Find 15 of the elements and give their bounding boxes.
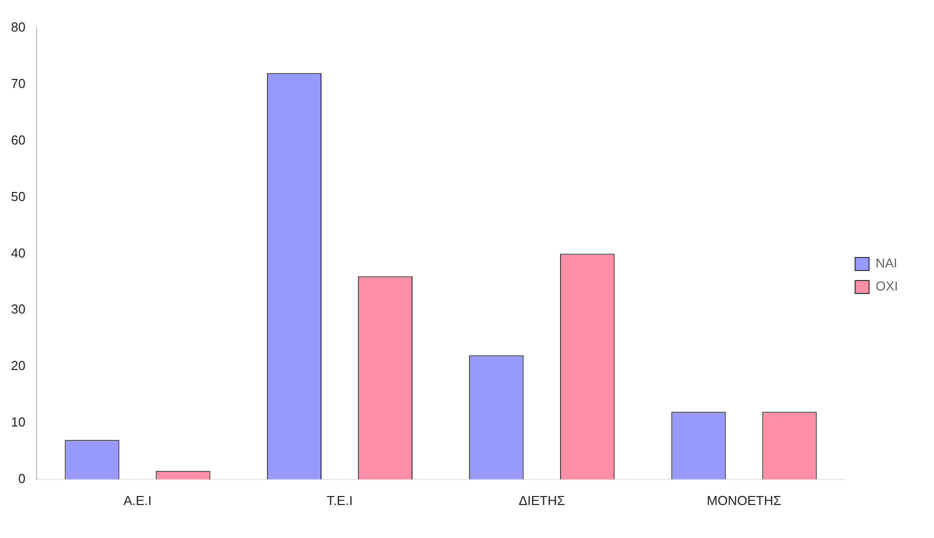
y-tick-label: 50 — [10, 188, 26, 204]
y-tick-label: 20 — [10, 358, 26, 374]
y-tick-label: 30 — [10, 302, 26, 317]
x-tick-label: Τ.Ε.Ι — [326, 492, 353, 508]
x-tick-label: Α.Ε.Ι — [123, 492, 152, 508]
legend-label: ΝΑΙ — [876, 256, 898, 271]
x-tick-label: ΜΟΝΟΕΤΗΣ — [706, 492, 782, 508]
y-tick-label: 40 — [10, 245, 26, 260]
y-tick-label: 70 — [10, 76, 26, 92]
x-tick-label: ΔΙΕΤΗΣ — [518, 492, 566, 508]
y-tick-label: 0 — [18, 470, 26, 486]
y-tick-label: 80 — [10, 20, 26, 35]
legend-label: ΟΧΙ — [876, 278, 898, 294]
y-tick-label: 60 — [10, 132, 26, 148]
y-tick-label: 10 — [10, 414, 26, 430]
